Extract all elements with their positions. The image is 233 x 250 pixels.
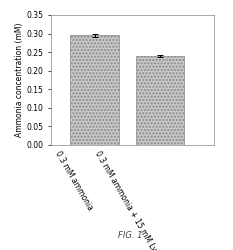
- Y-axis label: Ammonia concentration (mM): Ammonia concentration (mM): [15, 23, 24, 137]
- Bar: [70, 36, 119, 145]
- Bar: [136, 56, 185, 145]
- Text: FIG. 1: FIG. 1: [118, 231, 143, 240]
